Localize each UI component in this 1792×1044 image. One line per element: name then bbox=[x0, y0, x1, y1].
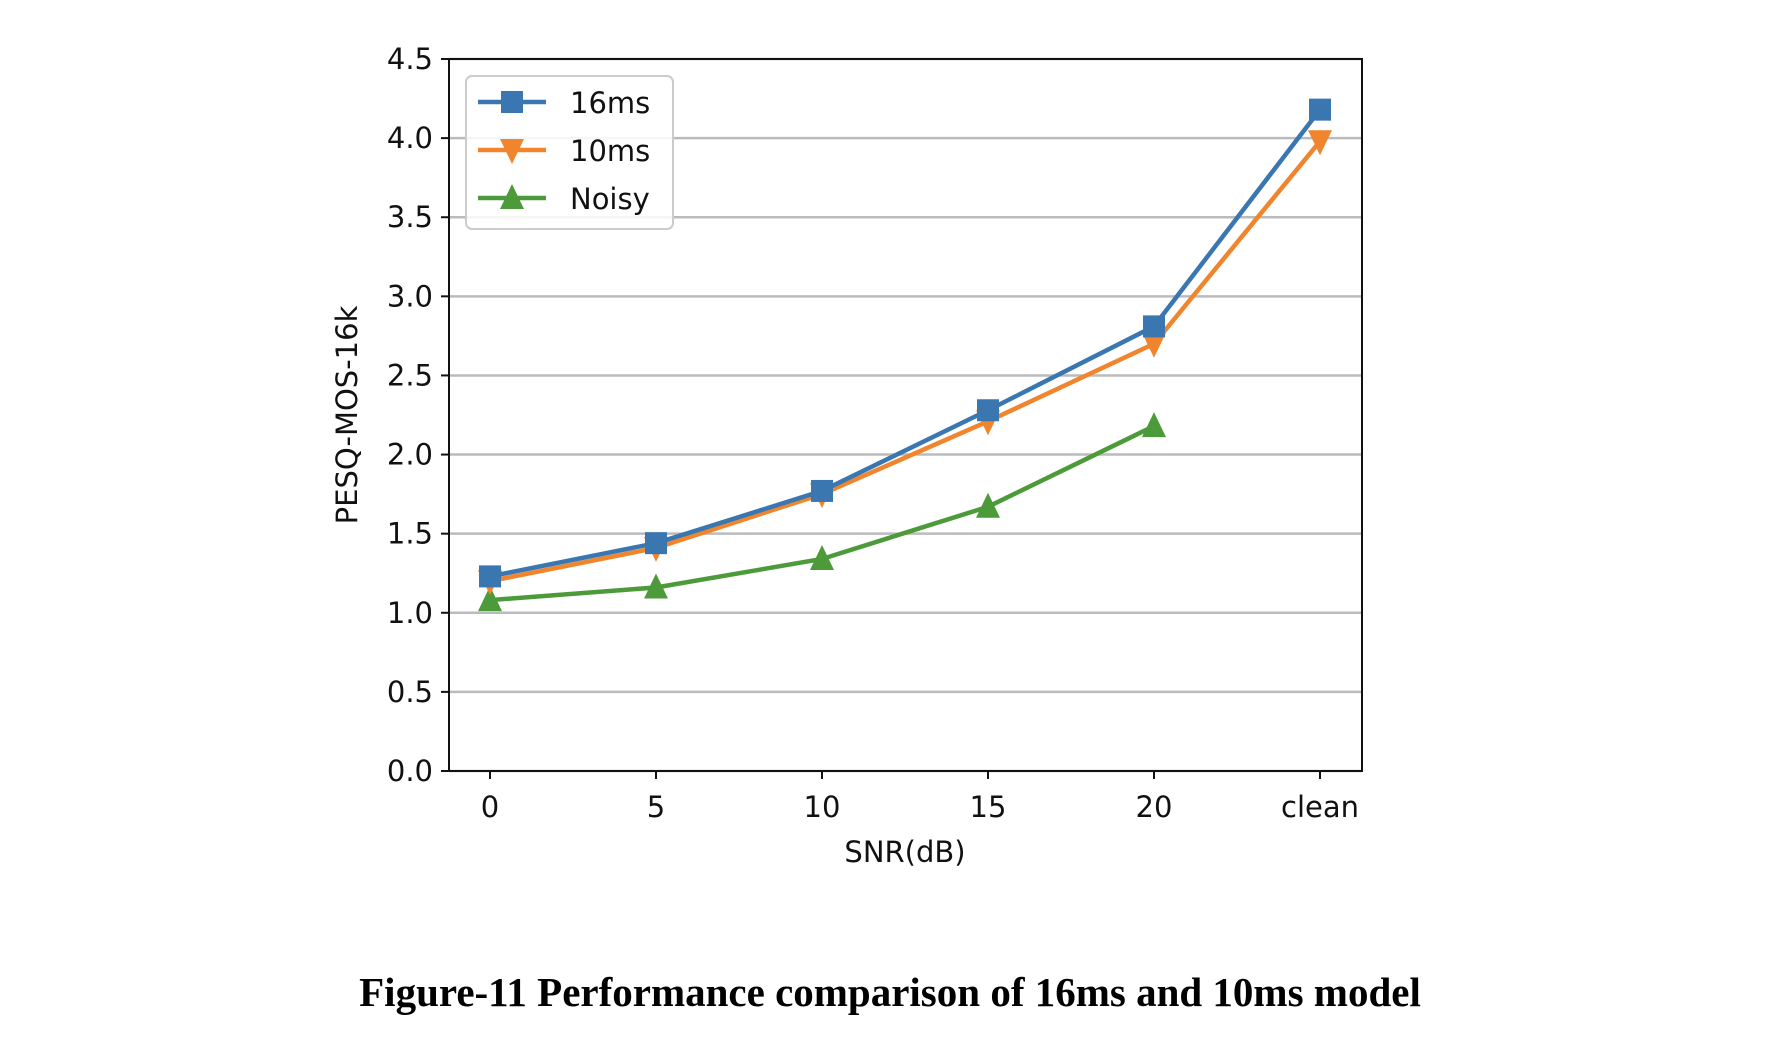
y-tick-label: 3.5 bbox=[387, 200, 433, 234]
data-point-10ms bbox=[1308, 130, 1332, 156]
plot-frame bbox=[448, 58, 1363, 772]
data-point-noisy bbox=[644, 573, 668, 599]
data-point-16ms bbox=[1309, 98, 1331, 121]
x-tick-label: 10 bbox=[804, 790, 841, 824]
data-point-noisy bbox=[976, 492, 1000, 518]
y-axis-label: PESQ-MOS-16k bbox=[330, 305, 364, 524]
data-point-16ms bbox=[479, 565, 501, 588]
legend-label: Noisy bbox=[570, 182, 650, 216]
y-tick-label: 3.0 bbox=[387, 279, 433, 313]
series-group bbox=[478, 98, 1332, 612]
y-tick-label: 4.0 bbox=[387, 121, 433, 155]
y-tick-label: 2.5 bbox=[387, 358, 433, 392]
y-tick-label: 2.0 bbox=[387, 438, 433, 472]
data-point-noisy bbox=[1142, 412, 1166, 438]
x-tick-label: 0 bbox=[481, 790, 499, 824]
data-point-noisy bbox=[478, 586, 502, 612]
y-axis-ticks: 0.0 0.5 1.0 1.5 2.0 2.5 3.0 3.5 4.0 4.5 bbox=[387, 42, 449, 788]
y-tick-label: 0.5 bbox=[387, 675, 433, 709]
series-line-16ms bbox=[489, 108, 1322, 579]
legend-label: 10ms bbox=[570, 134, 650, 168]
data-point-16ms bbox=[977, 399, 999, 422]
data-point-noisy bbox=[810, 544, 834, 570]
legend-box bbox=[465, 75, 674, 230]
x-tick-label: clean bbox=[1281, 790, 1359, 824]
x-axis-label: SNR(dB) bbox=[844, 835, 965, 869]
figure-caption: Figure-11 Performance comparison of 16ms… bbox=[359, 969, 1421, 1015]
data-point-16ms bbox=[1143, 315, 1165, 338]
data-point-10ms bbox=[1142, 332, 1166, 358]
x-tick-label: 15 bbox=[970, 790, 1007, 824]
y-tick-label: 1.5 bbox=[387, 517, 433, 551]
data-point-16ms bbox=[645, 532, 667, 555]
legend-marker-16ms bbox=[501, 91, 523, 113]
legend-marker-10ms bbox=[500, 139, 524, 164]
x-tick-label: 20 bbox=[1136, 790, 1173, 824]
legend-label: 16ms bbox=[570, 86, 650, 120]
x-axis-ticks: 0 5 10 15 20 clean bbox=[481, 771, 1359, 824]
y-tick-label: 4.5 bbox=[387, 42, 433, 76]
data-point-16ms bbox=[811, 479, 833, 502]
y-tick-label: 1.0 bbox=[387, 596, 433, 630]
y-tick-label: 0.0 bbox=[387, 754, 433, 788]
series-line-noisy bbox=[489, 424, 1155, 603]
legend-marker-noisy bbox=[500, 184, 524, 209]
series-line-10ms bbox=[489, 139, 1322, 584]
legend: 16ms 10ms Noisy bbox=[465, 75, 674, 230]
x-tick-label: 5 bbox=[647, 790, 665, 824]
